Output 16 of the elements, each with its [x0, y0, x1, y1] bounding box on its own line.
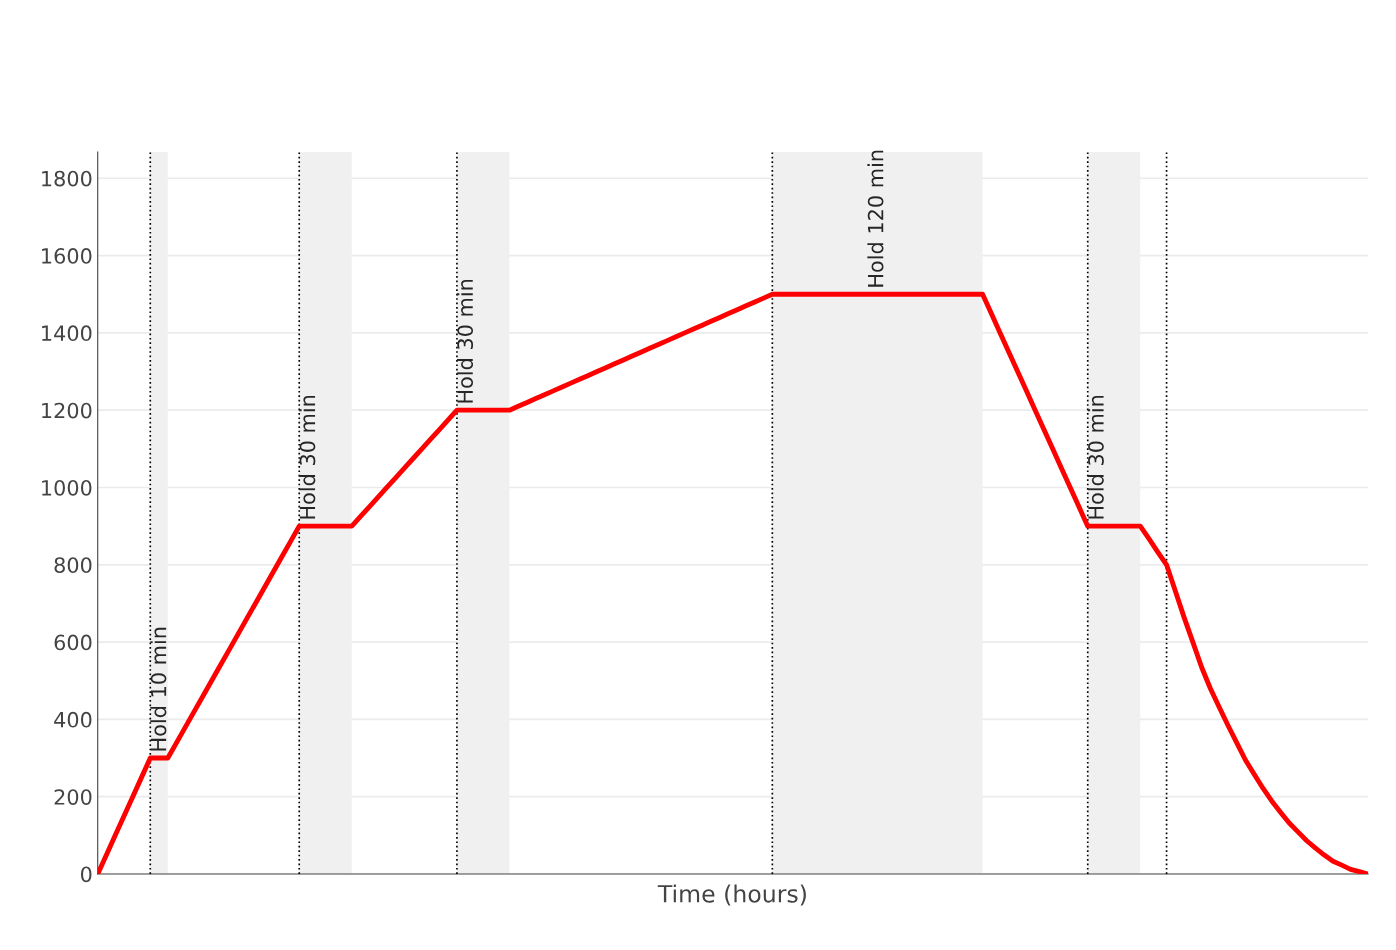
annotation: Hold 30 min — [299, 395, 316, 519]
annotation: Hold 120 min — [867, 150, 884, 287]
y-tick-label: 1200 — [42, 402, 92, 419]
annotation: Hold 30 min — [1087, 395, 1104, 519]
y-tick-label: 0 — [80, 866, 92, 883]
y-tick-label: 1400 — [42, 325, 92, 342]
y-tick-label: 200 — [54, 789, 92, 805]
x-axis-title: Time (hours) — [657, 884, 806, 906]
y-tick-label: 1800 — [42, 170, 92, 187]
y-tick-label: 600 — [54, 634, 92, 651]
y-tick-label: 400 — [54, 711, 92, 728]
y-tick-label: 1600 — [42, 248, 92, 264]
y-tick-label: 1000 — [42, 479, 92, 496]
annotation: Hold 10 min — [150, 627, 167, 751]
y-tick-label: 800 — [54, 557, 92, 573]
annotation: Hold 30 min — [456, 279, 474, 403]
